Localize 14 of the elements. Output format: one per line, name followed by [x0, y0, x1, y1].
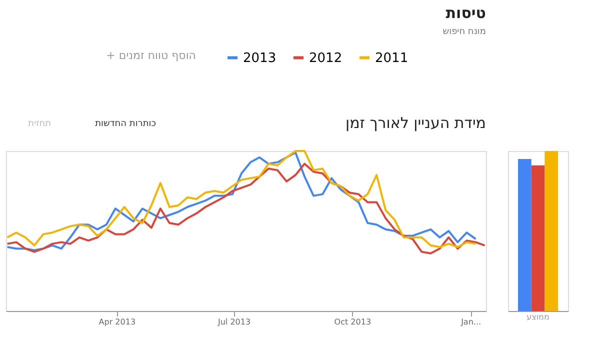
x-tick-label: Oct 2013: [334, 318, 372, 326]
x-tick-label: Jan...: [460, 318, 482, 326]
text: כותרות החדשות: [95, 119, 156, 129]
x-tick-label: ממוצע: [526, 312, 550, 322]
legend-label: 2012: [309, 50, 342, 66]
text: מונח חיפוש: [442, 27, 486, 37]
legend-label: 2013: [243, 50, 276, 66]
chart-title: מידת העניין לאורך זמן: [345, 114, 486, 132]
text: + הוסף טווח זמנים: [106, 49, 196, 62]
text: תחזית: [28, 119, 52, 129]
legend-label: 2011: [375, 50, 408, 66]
chart-subtitle: טיסות: [446, 4, 486, 22]
x-tick-label: Jul 2013: [216, 318, 251, 326]
x-tick-label: Apr 2013: [98, 318, 136, 326]
